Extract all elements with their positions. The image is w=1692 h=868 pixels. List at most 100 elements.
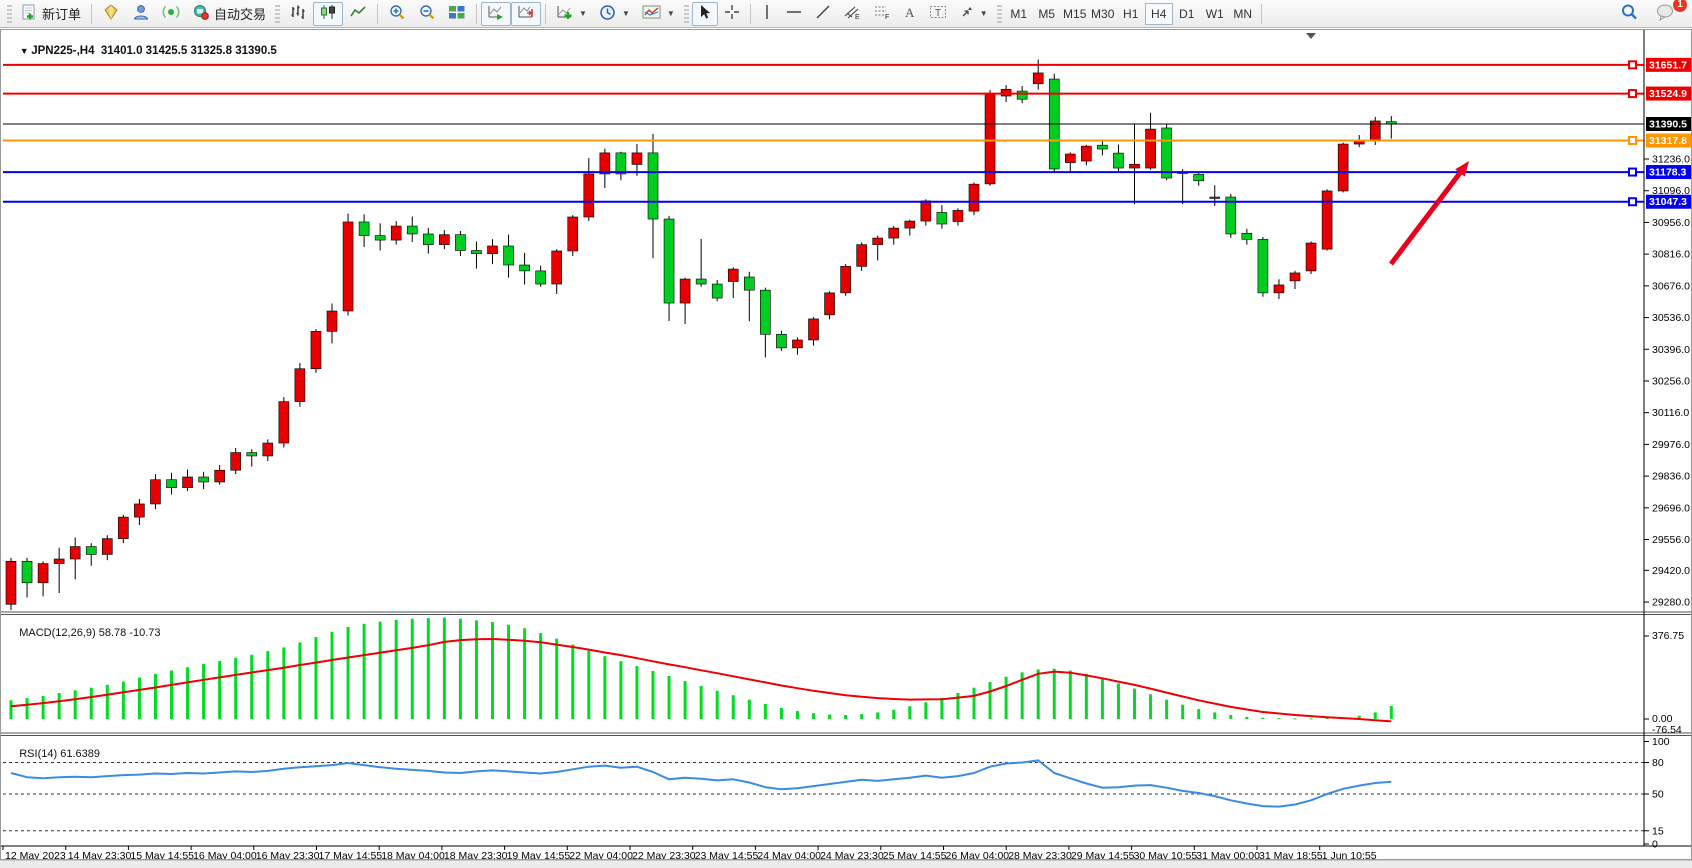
zoom-in-button[interactable]	[382, 2, 412, 26]
candle-bearish	[1225, 196, 1237, 235]
annotation-arrow-head[interactable]	[1455, 161, 1469, 177]
timeframe-m30-button[interactable]: M30	[1091, 6, 1115, 21]
candle-bearish	[246, 452, 258, 457]
collapse-triangle-icon[interactable]: ▼	[19, 46, 32, 56]
resistance-line-handle[interactable]	[1628, 60, 1637, 70]
timeframe-mn-button[interactable]: MN	[1233, 6, 1253, 21]
candle-bullish	[69, 546, 81, 560]
crosshair-button[interactable]	[718, 2, 746, 26]
trendline-button[interactable]	[809, 2, 837, 26]
channel-button[interactable]: E	[837, 2, 867, 26]
autotrading-button[interactable]: 自动交易	[186, 2, 272, 26]
candle-bullish	[439, 234, 450, 245]
macd-histogram-bar	[105, 684, 109, 719]
candle-bullish	[1305, 242, 1317, 272]
timeframe-h1-button[interactable]: H1	[1123, 6, 1139, 21]
macd-scale-max: 376.75	[1652, 630, 1684, 642]
chart-candles-button[interactable]	[313, 1, 344, 26]
vertical-line-button[interactable]	[755, 2, 779, 26]
cursor-button[interactable]	[691, 1, 718, 26]
macd-histogram-bar	[378, 621, 382, 719]
time-tick-label: 16 May 04:00	[193, 850, 257, 859]
chart-info-line[interactable]: ▼ JPN225-,H4 31401.0 31425.5 31325.8 313…	[7, 33, 277, 69]
candle-bearish	[615, 152, 627, 175]
toolbar-grip[interactable]	[683, 4, 689, 23]
resistance-line-handle[interactable]	[1628, 89, 1637, 99]
candle-bearish	[711, 283, 723, 299]
candle-bullish	[342, 221, 354, 312]
timeframe-d1-button[interactable]: D1	[1179, 6, 1195, 21]
timeframe-m5-button[interactable]: M5	[1038, 6, 1056, 21]
macd-histogram-bar	[1133, 688, 1136, 719]
templates-button[interactable]: ▼	[636, 2, 681, 26]
periods-button[interactable]: ▼	[593, 2, 636, 26]
indicators-button[interactable]: ▼	[550, 2, 593, 26]
macd-histogram-bar	[523, 628, 527, 719]
profile-button[interactable]	[126, 2, 156, 26]
time-tick-label: 26 May 04:00	[946, 850, 1010, 859]
support-line-handle[interactable]	[1628, 197, 1637, 207]
candle-bearish	[743, 276, 755, 291]
signals-icon	[162, 4, 180, 23]
macd-histogram-bar	[186, 667, 190, 719]
toolbar-grip[interactable]	[996, 4, 1002, 23]
arrows-button[interactable]: ▼	[953, 2, 994, 26]
candle-bullish	[840, 266, 851, 294]
new-order-icon	[21, 4, 38, 24]
search-button[interactable]	[1614, 2, 1644, 26]
chart-shift-marker[interactable]	[1306, 33, 1316, 39]
macd-histogram-bar	[683, 681, 687, 719]
candle-bullish	[150, 479, 161, 505]
candle-bearish	[519, 264, 530, 272]
candle-bullish	[214, 469, 225, 483]
new-order-button[interactable]: 新订单	[15, 2, 87, 26]
price-tick-label: 31096.0	[1652, 185, 1690, 197]
macd-histogram-bar	[1052, 668, 1056, 719]
candle-bullish	[37, 563, 49, 584]
pivot-line-handle[interactable]	[1628, 135, 1637, 145]
timeframe-m1-button[interactable]: M1	[1010, 6, 1028, 21]
timeframe-w1-button[interactable]: W1	[1205, 6, 1224, 21]
price-tick-label: 29280.0	[1652, 597, 1690, 609]
timeframe-h4-button[interactable]: H4	[1144, 2, 1173, 25]
candle-bearish	[1161, 127, 1172, 179]
chart-bars-button[interactable]	[283, 2, 313, 26]
candle-bullish	[310, 331, 322, 370]
chart-shift-button[interactable]	[511, 1, 542, 26]
price-tick-label: 29420.0	[1652, 565, 1690, 577]
macd-histogram-bar	[940, 697, 944, 719]
macd-histogram-bar	[346, 626, 350, 719]
auto-scroll-button[interactable]	[481, 1, 512, 26]
horizontal-line-button[interactable]	[779, 2, 809, 26]
signals-button[interactable]	[156, 2, 186, 26]
candle-bearish	[760, 289, 771, 335]
candle-bullish	[294, 368, 306, 402]
chart-shift-icon	[517, 4, 535, 23]
macd-histogram-bar	[651, 670, 655, 719]
tile-windows-button[interactable]	[442, 2, 472, 26]
macd-histogram-bar	[234, 657, 238, 719]
price-tick-label: 30956.0	[1652, 217, 1690, 229]
mql-community-button[interactable]	[96, 2, 126, 26]
candle-bullish	[1032, 72, 1044, 85]
chart-line-button[interactable]	[343, 2, 373, 26]
text-button[interactable]: A	[897, 2, 923, 26]
toolbar-grip[interactable]	[7, 4, 12, 23]
annotation-arrow-shaft[interactable]	[1389, 171, 1462, 266]
candle-bullish	[182, 476, 193, 488]
macd-histogram-bar	[1261, 717, 1265, 719]
macd-histogram-bar	[619, 661, 623, 719]
candle-bearish	[1097, 144, 1108, 150]
support-line-handle[interactable]	[1628, 167, 1637, 177]
notifications-button[interactable]: 1	[1650, 0, 1687, 26]
candle-bullish	[984, 93, 996, 185]
macd-histogram-bar	[330, 631, 334, 719]
rsi-indicator-label: RSI(14) 61.6389	[19, 748, 100, 760]
text-label-button[interactable]: T	[923, 2, 953, 26]
macd-histogram-bar	[1213, 712, 1217, 719]
toolbar-grip[interactable]	[275, 4, 281, 23]
fibonacci-button[interactable]: F	[867, 2, 897, 26]
candle-bearish	[647, 152, 659, 220]
timeframe-m15-button[interactable]: M15	[1063, 6, 1087, 21]
zoom-out-button[interactable]	[412, 2, 442, 26]
